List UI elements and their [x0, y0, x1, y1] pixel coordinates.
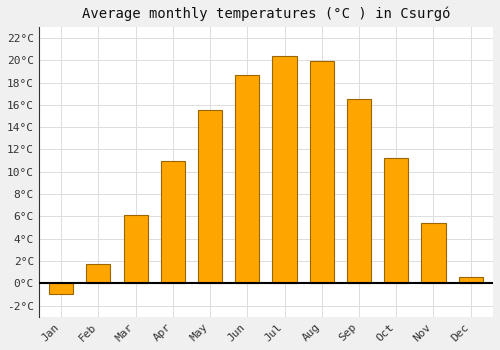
- Bar: [310, 61, 334, 284]
- Bar: [198, 111, 222, 284]
- Bar: [49, 284, 73, 294]
- Bar: [347, 99, 371, 284]
- Bar: [272, 56, 296, 284]
- Bar: [458, 276, 483, 284]
- Bar: [422, 223, 446, 284]
- Bar: [160, 161, 185, 284]
- Bar: [235, 75, 260, 284]
- Bar: [86, 264, 110, 284]
- Bar: [124, 215, 148, 284]
- Bar: [384, 159, 408, 284]
- Title: Average monthly temperatures (°C ) in Csurgó: Average monthly temperatures (°C ) in Cs…: [82, 7, 450, 21]
